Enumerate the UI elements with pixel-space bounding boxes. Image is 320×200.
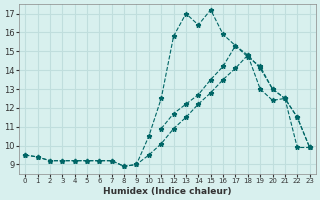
X-axis label: Humidex (Indice chaleur): Humidex (Indice chaleur) — [103, 187, 232, 196]
